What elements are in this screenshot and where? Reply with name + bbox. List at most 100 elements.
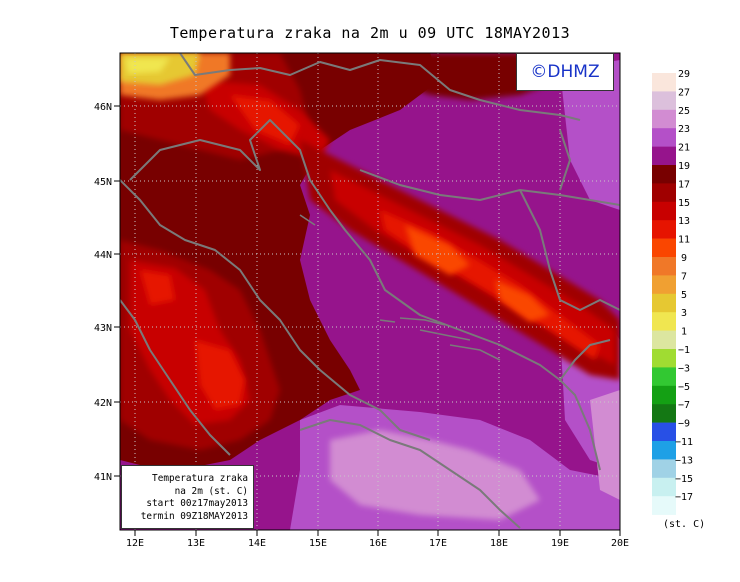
- legend-label: −9: [678, 419, 690, 430]
- coastline-italy-west: [120, 299, 231, 456]
- field-italy-core: [195, 340, 245, 410]
- legend-label: 1: [681, 327, 687, 338]
- lat-tick-label: 44N: [94, 250, 112, 261]
- info-box: Temperatura zraka na 2m (st. C) start 00…: [121, 465, 254, 529]
- border-bosnia-north: [359, 169, 620, 206]
- legend-label: −1: [678, 345, 690, 356]
- axis-ticks: [114, 105, 621, 536]
- legend-swatch: [652, 238, 676, 258]
- lat-tick-label: 42N: [94, 398, 112, 409]
- info-line-start: start 00z17may2013: [146, 498, 248, 509]
- field-coast-orange-2: [495, 280, 550, 322]
- lon-tick-label: 19E: [551, 538, 569, 549]
- legend-label: 27: [678, 87, 690, 98]
- island-3: [379, 319, 396, 323]
- info-line-title: Temperatura zraka: [152, 473, 248, 484]
- legend-swatch: [652, 422, 676, 442]
- legend-label: −3: [678, 363, 690, 374]
- lat-tick-label: 45N: [94, 177, 112, 188]
- legend-swatch: [652, 459, 676, 479]
- legend-swatch: [652, 496, 676, 515]
- legend-swatch: [652, 404, 676, 423]
- island-2: [419, 329, 471, 341]
- coastline-heel: [299, 419, 521, 529]
- legend-label: 21: [678, 143, 690, 154]
- legend-label: 9: [681, 253, 687, 264]
- lon-tick-label: 20E: [611, 538, 629, 549]
- copyright-label: ©DHMZ: [516, 53, 614, 91]
- legend-swatch: [652, 275, 676, 295]
- legend-swatch: [652, 367, 676, 387]
- legend-label: 13: [678, 216, 690, 227]
- legend-swatch: [652, 477, 676, 497]
- lon-tick-label: 16E: [369, 538, 387, 549]
- legend-label: −13: [675, 455, 693, 466]
- lon-tick-label: 14E: [248, 538, 266, 549]
- lat-tick-label: 46N: [94, 102, 112, 113]
- map-title: Temperatura zraka na 2m u 09 UTC 18MAY20…: [169, 24, 571, 42]
- legend-label: 5: [681, 290, 687, 301]
- lon-tick-label: 15E: [309, 538, 327, 549]
- lon-tick-label: 12E: [126, 538, 144, 549]
- legend-label: −17: [675, 492, 693, 503]
- lon-tick-label: 17E: [429, 538, 447, 549]
- border-montenegro: [559, 339, 611, 381]
- legend-label: 15: [678, 198, 690, 209]
- coastline-north: [179, 53, 581, 121]
- legend-swatch: [652, 441, 676, 460]
- legend-label: 7: [681, 271, 687, 282]
- temperature-field: [120, 53, 620, 530]
- legend-swatch: [652, 385, 676, 405]
- legend-label: 3: [681, 308, 687, 319]
- island-4: [449, 344, 501, 361]
- legend-swatch: [652, 220, 676, 239]
- legend-label: 23: [678, 124, 690, 135]
- islands: [299, 214, 501, 361]
- lat-tick-label: 41N: [94, 472, 112, 483]
- legend-label: 25: [678, 106, 690, 117]
- island-5: [299, 214, 316, 226]
- field-mountains: [590, 390, 620, 500]
- legend-label: −11: [675, 437, 693, 448]
- legend-label: 11: [678, 235, 690, 246]
- legend-swatch: [652, 257, 676, 276]
- legend-swatch: [652, 73, 676, 92]
- legend-swatch: [652, 128, 676, 147]
- lon-tick-labels: 12E 13E 14E 15E 16E 17E 18E 19E 20E: [126, 538, 629, 549]
- field-italy-spot: [140, 270, 175, 305]
- map-frame: [119, 52, 621, 531]
- info-line-units: na 2m (st. C): [174, 485, 248, 497]
- legend-swatch: [652, 165, 676, 184]
- border-east: [519, 189, 620, 311]
- legend-label: −5: [678, 382, 690, 393]
- legend-swatch: [652, 349, 676, 368]
- coastline-italy-east: [120, 179, 431, 441]
- legend-swatch: [652, 293, 676, 313]
- lon-tick-label: 13E: [187, 538, 205, 549]
- legend-label: 19: [678, 161, 690, 172]
- legend-swatch: [652, 146, 676, 166]
- legend-units: (st. C): [663, 519, 706, 530]
- lon-tick-label: 18E: [490, 538, 508, 549]
- lat-tick-labels: 41N 42N 43N 44N 45N 46N: [94, 102, 112, 483]
- graticule: [120, 53, 620, 530]
- field-nw-lightyellow: [125, 58, 170, 74]
- field-coast-orange-1: [405, 225, 470, 275]
- color-legend: 29 27 25 23 21 19 17 15 13 11 9 7 5 3 1 −1 −3 −5 −7 −9 −11 −1…: [652, 69, 693, 515]
- island-1: [399, 317, 446, 326]
- legend-label: 17: [678, 179, 690, 190]
- legend-swatch: [652, 201, 676, 221]
- info-line-term: termin 09Z18MAY2013: [140, 510, 248, 522]
- field-northeast: [560, 60, 620, 210]
- legend-swatch: [652, 312, 676, 331]
- border-serbia: [559, 129, 571, 191]
- legend-swatch: [652, 183, 676, 203]
- coastlines: [120, 53, 620, 529]
- lat-tick-label: 43N: [94, 323, 112, 334]
- legend-swatch: [652, 109, 676, 129]
- legend-swatch: [652, 91, 676, 111]
- legend-swatch: [652, 330, 676, 350]
- legend-label: 29: [678, 69, 690, 80]
- legend-label: −15: [675, 474, 693, 485]
